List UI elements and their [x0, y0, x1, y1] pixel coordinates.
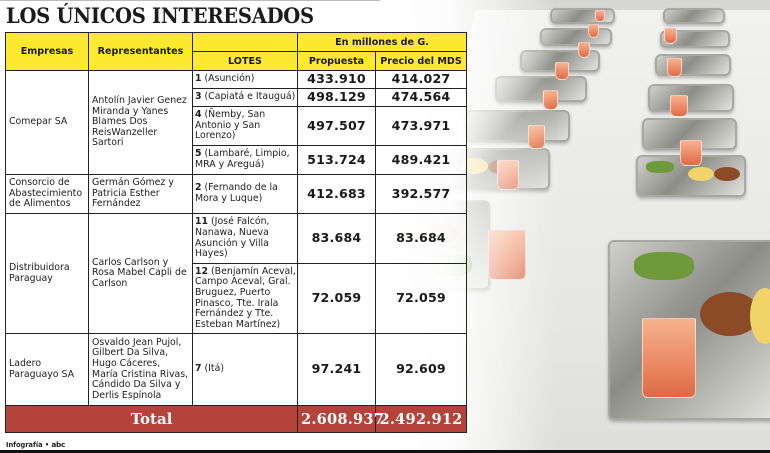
propuesta-value: 72.059 — [297, 263, 376, 334]
total-precio-mds: 2.492.912 — [374, 405, 468, 433]
precio-mds-value: 92.609 — [374, 333, 468, 406]
lot-cell: 1 (Asunción) — [192, 70, 298, 89]
table-row: Consorcio de Abastecimiento de Alimentos… — [5, 174, 468, 214]
propuesta-value: 513.724 — [297, 145, 376, 175]
lot-number: 7 — [195, 363, 202, 375]
precio-mds-value: 83.684 — [374, 213, 468, 264]
header-empresas: Empresas — [5, 32, 89, 71]
precio-mds-value: 473.971 — [374, 106, 468, 146]
precio-mds-value: 474.564 — [374, 88, 468, 107]
lot-number: 12 — [195, 265, 209, 277]
propuesta-value: 498.129 — [297, 88, 376, 107]
lot-zone: (Ñemby, San Antonio y San Lorenzo) — [195, 109, 266, 142]
lot-zone: (Fernando de la Mora y Luque) — [195, 182, 278, 204]
table-row: Ladero Paraguayo SA Osvaldo Jean Pujol, … — [5, 333, 468, 406]
bids-table: Empresas Representantes En millones de G… — [5, 32, 468, 433]
table-row: 5 (Lambaré, Limpio, MRA y Areguá) 513.72… — [6, 145, 468, 175]
header-blank — [192, 32, 298, 52]
lot-cell: 5 (Lambaré, Limpio, MRA y Areguá) — [192, 145, 298, 175]
lot-cell: 11 (José Falcón, Nanawa, Nueva Asunción … — [192, 213, 298, 264]
total-propuesta: 2.608.937 — [297, 405, 384, 433]
company-representatives: Germán Gómez y Patricia Esther Fernández — [88, 174, 193, 214]
total-row: Total 2.608.937 2.492.912 — [5, 405, 468, 433]
credit-prefix: Infografía • — [6, 441, 50, 449]
propuesta-value: 412.683 — [297, 174, 376, 214]
company-name: Consorcio de Abastecimiento de Alimentos — [5, 174, 89, 214]
infographic-credit: Infografía • abc — [6, 440, 65, 449]
header-group-millones: En millones de G. — [296, 32, 468, 52]
top-rule — [0, 0, 380, 1]
company-representatives: Osvaldo Jean Pujol, Gilbert Da Silva, Hu… — [88, 333, 193, 406]
precio-mds-value: 414.027 — [374, 70, 468, 89]
lot-number: 1 — [195, 73, 202, 85]
header-lotes: LOTES — [192, 51, 298, 71]
abc-logo: abc — [51, 440, 66, 449]
bottom-rule — [0, 450, 770, 453]
header-representantes: Representantes — [88, 32, 193, 71]
header-row-1: Empresas Representantes En millones de G… — [5, 32, 468, 71]
lot-number: 2 — [195, 182, 202, 194]
lot-zone: (José Falcón, Nanawa, Nueva Asunción y V… — [195, 216, 270, 260]
propuesta-value: 97.241 — [297, 333, 376, 406]
table-row: Distribuidora Paraguay Carlos Carlson y … — [5, 213, 468, 334]
precio-mds-value: 392.577 — [374, 174, 468, 214]
lot-number: 3 — [195, 91, 202, 103]
header-precio-mds: Precio del MDS — [374, 51, 468, 71]
precio-mds-value: 489.421 — [374, 145, 468, 175]
lot-cell: 3 (Capiatá e Itauguá) — [192, 88, 298, 107]
table-row: 3 (Capiatá e Itauguá) 498.129 474.564 — [6, 88, 468, 107]
total-label: Total — [5, 405, 298, 433]
company-representatives: Antolín Javier Genez Miranda y Yanes Bla… — [88, 70, 193, 175]
lot-zone: (Asunción) — [201, 73, 255, 85]
lot-zone: (Benjamín Aceval, Campo Aceval, Gral. Br… — [195, 265, 296, 330]
company-representatives: Carlos Carlson y Rosa Mabel Capli de Car… — [88, 213, 193, 334]
lot-cell: 7 (Itá) — [192, 333, 298, 406]
table-row: Comepar SA Antolín Javier Genez Miranda … — [5, 70, 468, 175]
precio-mds-value: 72.059 — [374, 263, 468, 334]
lot-cell: 2 (Fernando de la Mora y Luque) — [192, 174, 298, 214]
table-row: 4 (Ñemby, San Antonio y San Lorenzo) 497… — [6, 106, 468, 146]
lot-zone: (Itá) — [201, 363, 225, 375]
header-propuesta: Propuesta — [297, 51, 376, 71]
company-name: Distribuidora Paraguay — [5, 213, 89, 334]
propuesta-value: 433.910 — [297, 70, 376, 89]
lot-cell: 4 (Ñemby, San Antonio y San Lorenzo) — [192, 106, 298, 146]
propuesta-value: 83.684 — [297, 213, 376, 264]
lot-number: 5 — [195, 148, 202, 160]
company-name: Comepar SA — [5, 70, 89, 175]
lot-zone: (Capiatá e Itauguá) — [201, 91, 296, 103]
lot-zone: (Lambaré, Limpio, MRA y Areguá) — [195, 148, 290, 170]
lot-number: 11 — [195, 216, 209, 228]
propuesta-value: 497.507 — [297, 106, 376, 146]
page-title: LOS ÚNICOS INTERESADOS — [6, 3, 314, 28]
lot-number: 4 — [195, 109, 202, 121]
lot-cell: 12 (Benjamín Aceval, Campo Aceval, Gral.… — [192, 263, 298, 334]
company-name: Ladero Paraguayo SA — [5, 333, 89, 406]
